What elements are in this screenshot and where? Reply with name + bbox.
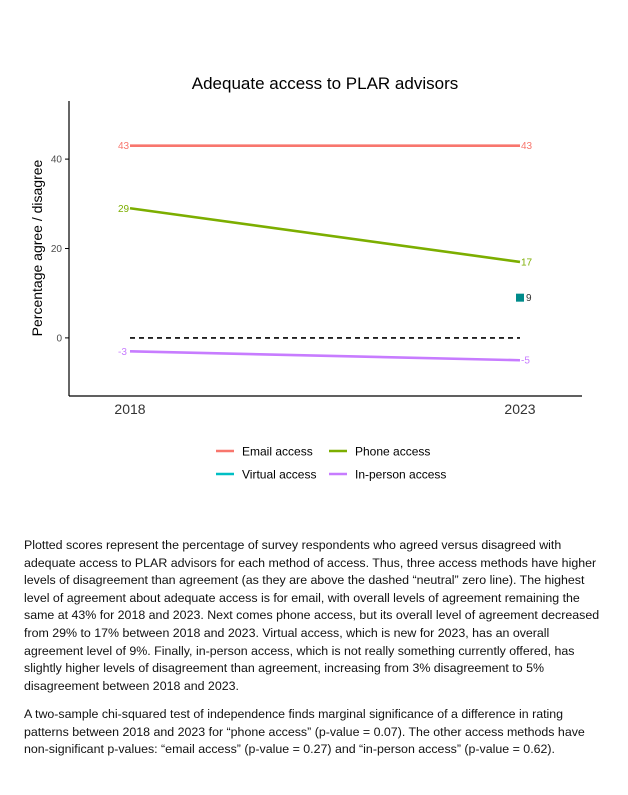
data-point-marker	[516, 293, 524, 302]
y-axis-label: Percentage agree / disagree	[29, 159, 45, 336]
legend-label: Email access	[242, 445, 313, 459]
data-label: 43	[521, 141, 533, 152]
chart-title: Adequate access to PLAR advisors	[192, 74, 458, 93]
legend-label: Phone access	[355, 445, 430, 459]
line-chart: Adequate access to PLAR advisors Percent…	[29, 74, 582, 482]
y-tick-label: 40	[51, 155, 63, 166]
data-label: 43	[118, 141, 130, 152]
data-label: 17	[521, 257, 533, 268]
caption-paragraph-1: Plotted scores represent the percentage …	[24, 538, 600, 693]
legend-label: Virtual access	[242, 468, 316, 482]
data-label: -5	[521, 356, 530, 367]
data-label: 9	[526, 293, 532, 304]
data-label: 29	[118, 204, 130, 215]
y-tick-label: 20	[51, 244, 63, 255]
series-line	[129, 206, 521, 264]
x-tick-label: 2018	[114, 401, 145, 417]
legend-label: In-person access	[355, 468, 446, 482]
series-line	[129, 350, 521, 362]
x-tick-label: 2023	[504, 401, 535, 417]
caption-paragraph-2: A two-sample chi-squared test of indepen…	[24, 707, 585, 757]
y-tick-label: 0	[56, 333, 62, 344]
data-label: -3	[118, 347, 127, 358]
